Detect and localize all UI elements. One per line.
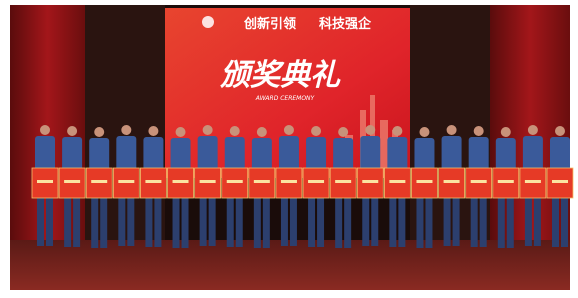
- board-text: [91, 180, 107, 183]
- logo: [202, 16, 214, 28]
- board-text: [37, 180, 53, 183]
- head: [257, 127, 267, 137]
- board-text: [335, 180, 351, 183]
- head: [284, 125, 294, 135]
- board-text: [254, 180, 270, 183]
- board-text: [200, 180, 216, 183]
- head: [311, 126, 321, 136]
- board-text: [64, 180, 80, 183]
- board-text: [173, 180, 189, 183]
- board-text: [525, 180, 541, 183]
- board-text: [552, 180, 568, 183]
- board-text: [471, 180, 487, 183]
- head: [501, 127, 511, 137]
- head: [148, 126, 158, 136]
- head: [94, 127, 104, 137]
- board-text: [145, 180, 161, 183]
- board-text: [416, 180, 432, 183]
- board-text: [308, 180, 324, 183]
- head: [230, 126, 240, 136]
- head: [365, 125, 375, 135]
- subtitle: AWARD CEREMONY: [255, 95, 316, 102]
- board-text: [362, 180, 378, 183]
- head: [447, 125, 457, 135]
- headline: 颁奖典礼: [220, 58, 341, 93]
- slogan: 科技强企: [319, 16, 372, 32]
- board-text: [498, 180, 514, 183]
- head: [528, 125, 538, 135]
- board-text: [389, 180, 405, 183]
- head: [203, 125, 213, 135]
- head: [40, 125, 50, 135]
- head: [392, 126, 402, 136]
- head: [67, 126, 77, 136]
- head: [474, 126, 484, 136]
- head: [419, 127, 429, 137]
- board-text: [444, 180, 460, 183]
- head: [176, 127, 186, 137]
- board-text: [118, 180, 134, 183]
- board-text: [281, 180, 297, 183]
- head: [555, 126, 565, 136]
- head: [338, 127, 348, 137]
- slogan: 创新引领: [243, 16, 296, 32]
- photo: 创新引领 科技强企 颁奖典礼 AWARD CEREMONY: [0, 0, 578, 298]
- board-text: [227, 180, 243, 183]
- head: [121, 125, 131, 135]
